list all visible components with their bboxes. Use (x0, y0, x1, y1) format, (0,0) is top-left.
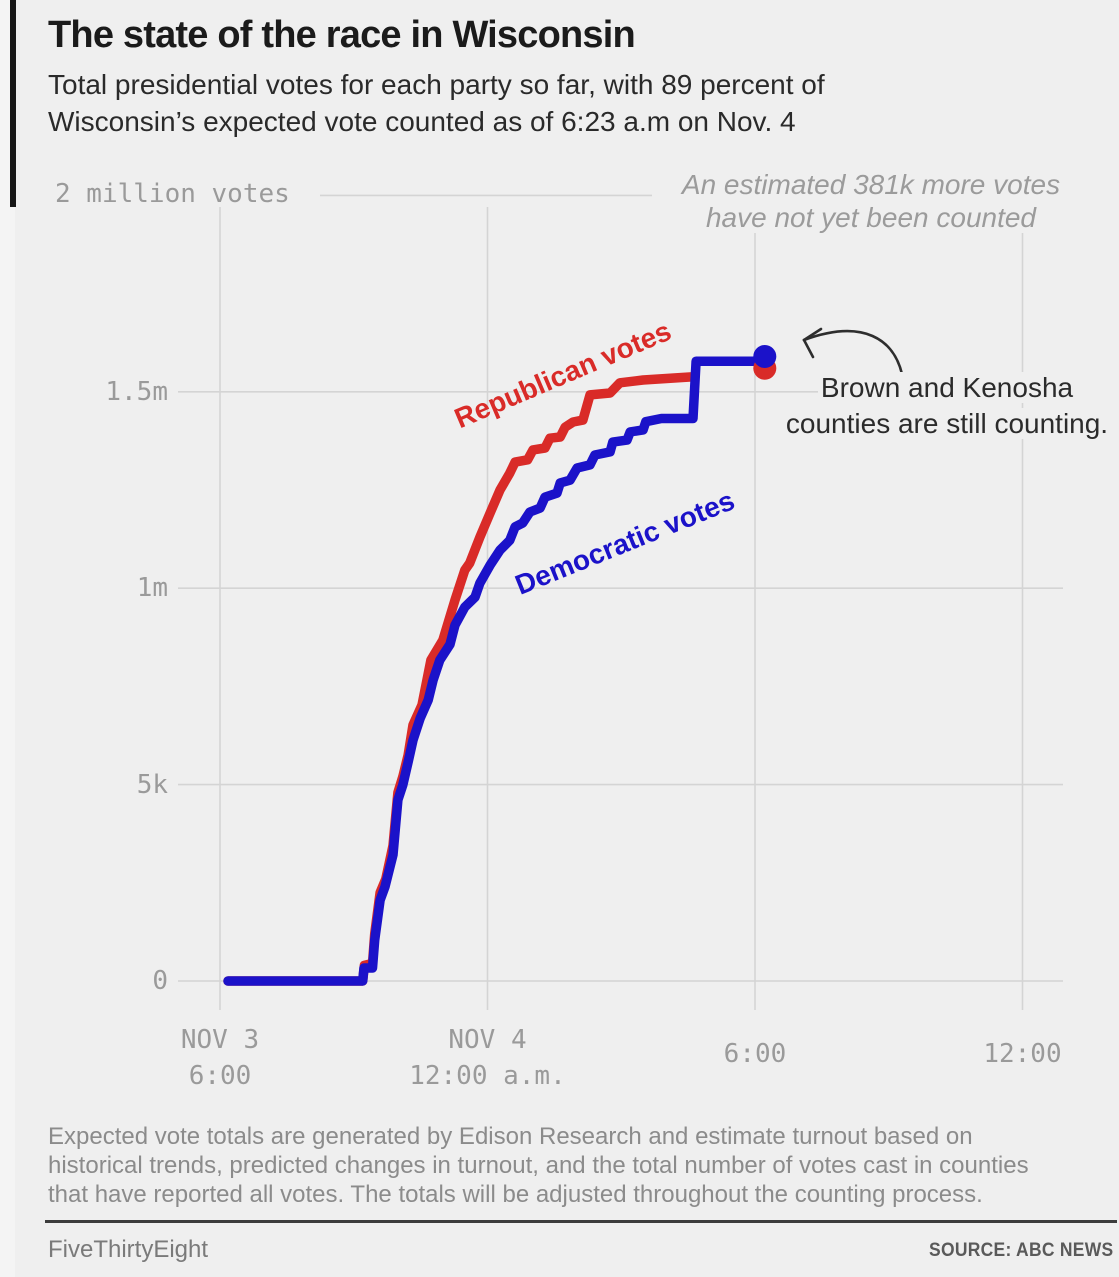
x-tick-line: 12:00 (983, 1039, 1062, 1069)
page-subtitle: Total presidential votes for each party … (48, 66, 825, 140)
x-tick-line: 6:00 (188, 1061, 252, 1091)
annotation-arrow-icon (802, 327, 904, 376)
x-tick-label: 6:00 (625, 1036, 885, 1072)
counties-annotation: Brown and Kenosha counties are still cou… (770, 370, 1119, 442)
counties-annotation-line-2: counties are still counting. (782, 408, 1112, 439)
counties-annotation-line-1: Brown and Kenosha (817, 372, 1077, 403)
left-edge-bar (10, 0, 16, 207)
series-lines (223, 356, 770, 986)
y-axis-top-label: 2 million votes (55, 179, 290, 210)
x-tick-line: NOV 4 (448, 1025, 527, 1055)
methodology-line-2: historical trends, predicted changes in … (48, 1152, 1029, 1179)
endpoint-dots (753, 344, 777, 380)
gridlines (178, 194, 1063, 1010)
x-tick-label: NOV 3 6:00 (90, 1022, 350, 1094)
democratic-line (223, 356, 770, 986)
x-tick-line: 12:00 a.m. (409, 1061, 566, 1091)
left-margin-strip (0, 0, 15, 1277)
y-tick-label: 5k (136, 769, 168, 800)
subtitle-line-1: Total presidential votes for each party … (48, 69, 825, 100)
methodology-note: Expected vote totals are generated by Ed… (48, 1122, 1088, 1209)
estimate-annotation: An estimated 381k more votes have not ye… (645, 168, 1097, 234)
x-tick-label: 12:00 (892, 1036, 1119, 1072)
x-tick-label: NOV 4 12:00 a.m. (357, 1022, 617, 1094)
y-tick-label: 0 (152, 966, 168, 996)
methodology-line-3: that have reported all votes. The totals… (48, 1181, 983, 1208)
subtitle-line-2: Wisconsin’s expected vote counted as of … (48, 106, 796, 137)
estimate-annotation-line-1: An estimated 381k more votes (677, 169, 1065, 200)
y-tick-label: 1.5m (105, 376, 168, 407)
page-title: The state of the race in Wisconsin (48, 14, 636, 56)
footer-divider (45, 1220, 1117, 1223)
democratic-endpoint-dot (753, 344, 777, 368)
estimate-annotation-line-2: have not yet been counted (701, 202, 1041, 233)
x-tick-line: 6:00 (723, 1039, 787, 1069)
source-credit: SOURCE: ABC NEWS (928, 1240, 1113, 1261)
republican-line (223, 372, 697, 986)
methodology-line-1: Expected vote totals are generated by Ed… (48, 1123, 973, 1150)
x-tick-line: NOV 3 (180, 1025, 260, 1055)
y-tick-label: 1m (136, 573, 168, 604)
brand-logo-text: FiveThirtyEight (48, 1236, 209, 1263)
